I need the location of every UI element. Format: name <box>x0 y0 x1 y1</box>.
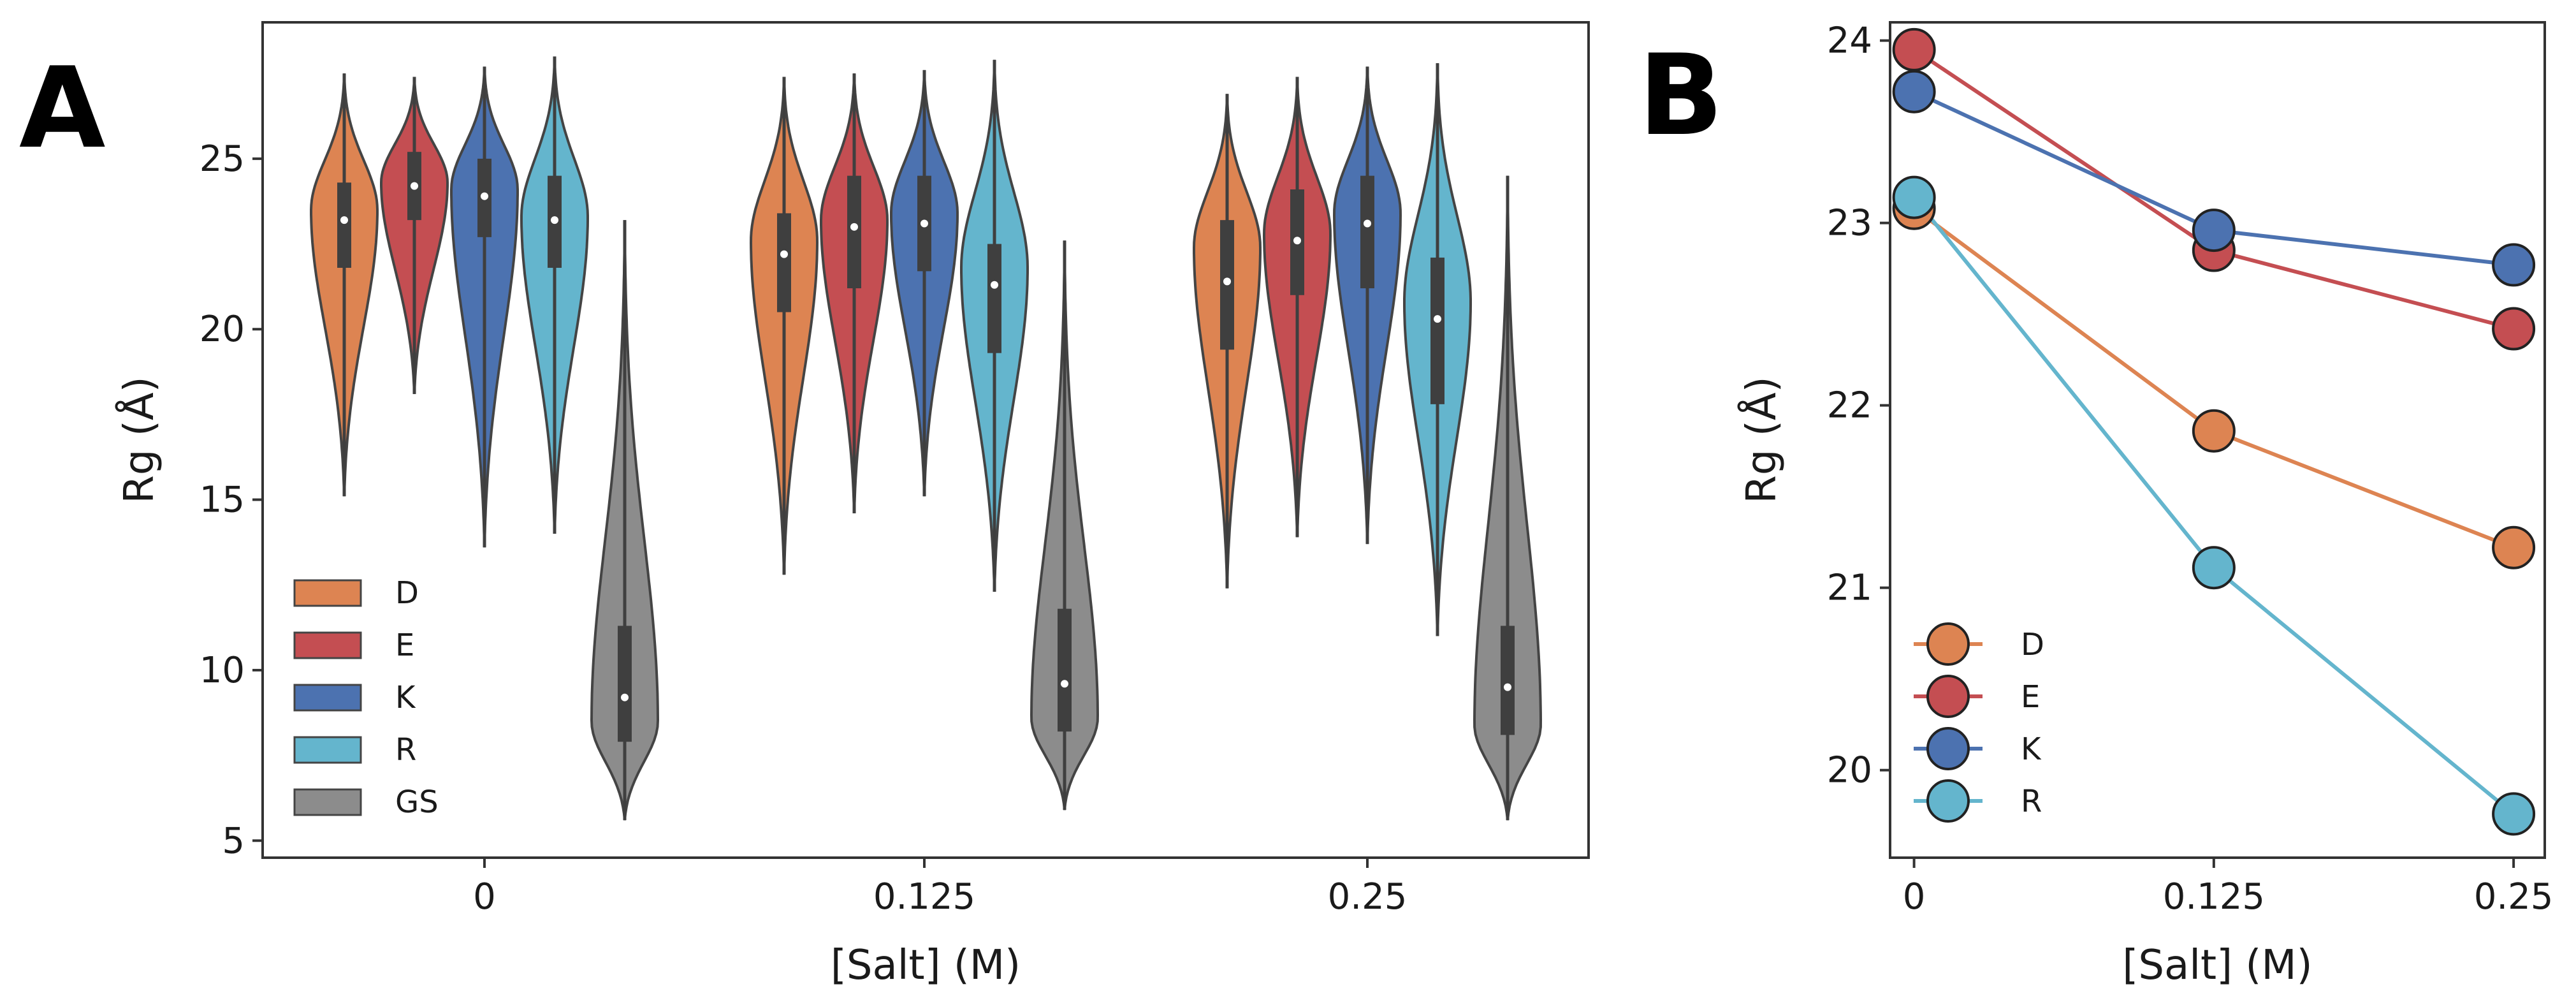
legend-swatch-e <box>293 631 362 659</box>
y-axis-label: Rg (Å) <box>1737 376 1786 503</box>
violin-iqr-box <box>1360 175 1374 289</box>
y-tick-label: 20 <box>1827 750 1872 791</box>
panel-letter-a: A <box>19 44 105 173</box>
data-point-d <box>2492 525 2536 569</box>
x-tick-label: 0 <box>473 876 496 918</box>
legend-swatch-gs <box>293 788 362 816</box>
violin-median-dot <box>1434 315 1441 323</box>
y-tick-label: 15 <box>200 480 245 521</box>
data-point-e <box>1892 27 1936 71</box>
violin-median-dot <box>850 223 858 231</box>
violin-panel: 5 10 15 20 25 0 0.125 0.25 [Salt] (M) Rg (Å) DEKRG… <box>115 21 1590 989</box>
legend-label: R <box>395 732 416 768</box>
legend-swatch-d <box>293 579 362 607</box>
y-tick-label: 22 <box>1827 385 1872 427</box>
y-tick-label: 10 <box>200 650 245 691</box>
y-tick-label: 23 <box>1827 203 1872 244</box>
legend-swatch-r <box>293 736 362 764</box>
legend-label: R <box>2021 784 2042 819</box>
violin-median-dot <box>411 182 418 190</box>
violin-median-dot <box>1223 277 1231 286</box>
violin-median-dot <box>991 281 998 289</box>
y-tick-label: 20 <box>200 309 245 350</box>
legend-marker-e <box>1926 675 1970 718</box>
data-point-k <box>2492 243 2536 287</box>
data-point-r <box>2492 792 2536 836</box>
violin-iqr-box <box>618 626 632 742</box>
legend-label: D <box>395 575 419 611</box>
violin-median-dot <box>921 219 928 228</box>
violin-iqr-box <box>987 244 1001 353</box>
y-tick-label: 24 <box>1827 20 1872 62</box>
x-tick-label: 0.125 <box>2163 876 2265 918</box>
violin-median-dot <box>1061 680 1068 688</box>
panel-letter-b: B <box>1638 31 1723 161</box>
x-tick-label: 0.25 <box>2474 876 2554 918</box>
violin-iqr-box <box>847 175 861 289</box>
data-point-r <box>2192 546 2236 590</box>
legend-marker-k <box>1926 727 1970 770</box>
y-tick-label: 21 <box>1827 568 1872 609</box>
violin-median-dot <box>481 192 488 200</box>
y-tick-label: 25 <box>200 138 245 180</box>
violin-iqr-box <box>337 182 351 268</box>
data-point-k <box>1892 70 1936 114</box>
legend-label: K <box>2021 731 2042 767</box>
legend-marker-d <box>1926 622 1970 666</box>
violin-median-dot <box>1364 219 1371 228</box>
data-point-k <box>2192 209 2236 253</box>
legend-label: E <box>2021 679 2040 715</box>
violin-median-dot <box>1293 237 1301 245</box>
violin-iqr-box <box>1430 257 1444 404</box>
legend-label: D <box>2021 627 2044 663</box>
y-axis-label: Rg (Å) <box>115 376 163 503</box>
violin-iqr-box <box>1058 608 1072 732</box>
legend-label: GS <box>395 784 439 820</box>
x-axis-label: [Salt] (M) <box>831 942 1021 989</box>
y-tick-label: 5 <box>222 820 245 862</box>
legend-label: K <box>395 680 416 715</box>
violin-median-dot <box>1504 683 1511 691</box>
x-tick-label: 0.125 <box>873 876 975 918</box>
x-tick-label: 0.25 <box>1328 876 1408 918</box>
data-point-r <box>1892 175 1936 219</box>
data-point-e <box>2492 307 2536 351</box>
violin-iqr-box <box>777 213 791 312</box>
violin-median-dot <box>551 216 558 224</box>
violin-iqr-box <box>1501 626 1515 735</box>
data-point-d <box>2192 409 2236 453</box>
legend-swatch-k <box>293 684 362 712</box>
x-tick-label: 0 <box>1903 876 1926 918</box>
violin-median-dot <box>340 216 348 224</box>
x-axis-label: [Salt] (M) <box>2122 942 2312 989</box>
violin-median-dot <box>621 693 629 701</box>
violin-median-dot <box>780 250 788 258</box>
legend-label: E <box>395 627 414 663</box>
legend-marker-r <box>1926 779 1970 823</box>
